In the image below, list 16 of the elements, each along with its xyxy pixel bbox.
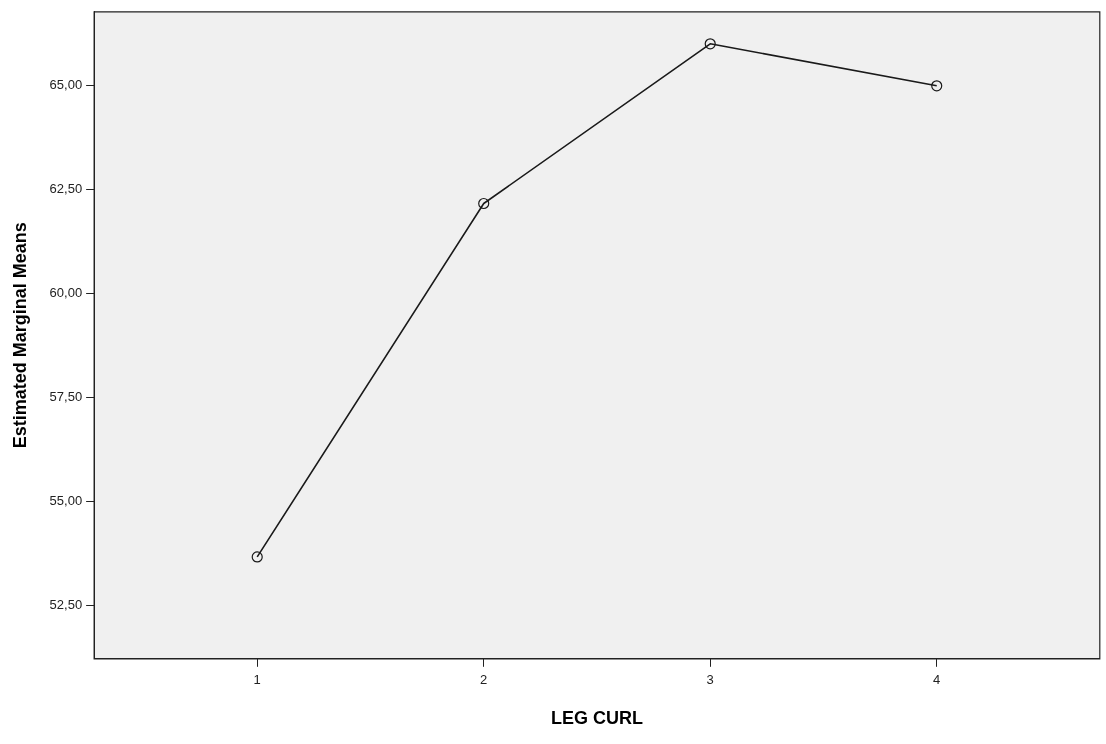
point [478, 197, 490, 210]
y-axis-title: Estimated Marginal Means [9, 222, 30, 449]
point [251, 551, 263, 563]
y-tick-label: 65,00 [49, 77, 83, 93]
x-axis-title: LEG CURL [550, 708, 643, 729]
point [704, 38, 716, 50]
x-tick-label: 1 [253, 672, 261, 688]
y-tick-label: 52,50 [49, 597, 83, 613]
y-tick-label: 60,00 [49, 285, 83, 301]
point [931, 80, 943, 92]
x-tick-label: 2 [480, 672, 488, 688]
y-tick-label: 55,00 [49, 493, 83, 509]
x-tick-label: 4 [933, 672, 941, 688]
x-tick-label: 3 [706, 672, 714, 688]
y-tick-label: 57,50 [49, 389, 83, 405]
y-tick-label: 62,50 [49, 181, 83, 197]
